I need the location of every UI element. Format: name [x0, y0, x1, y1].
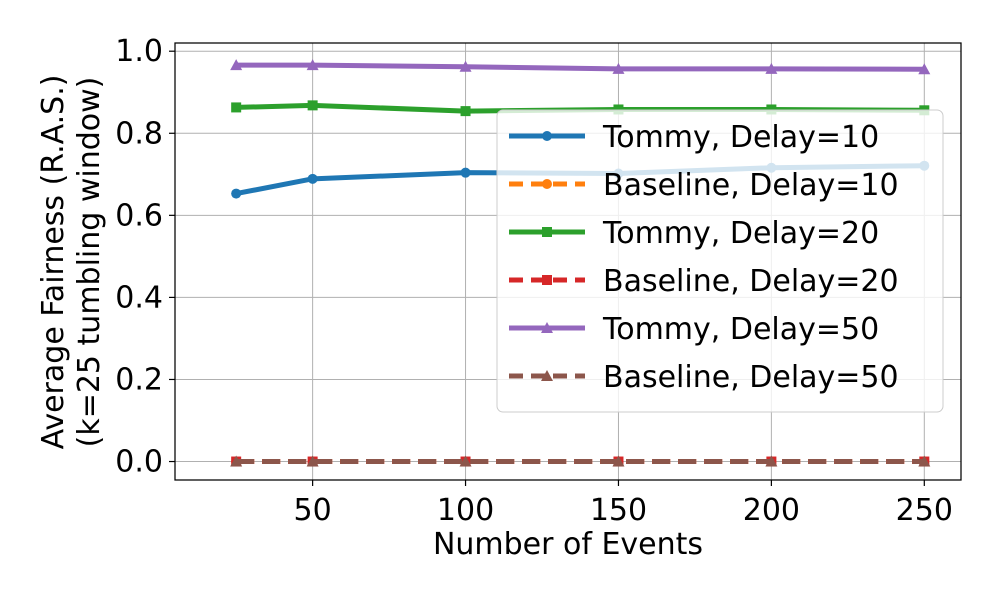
- data-point: [230, 455, 243, 467]
- data-point: [307, 100, 318, 111]
- legend-marker: [542, 227, 552, 237]
- data-point: [231, 102, 242, 113]
- legend-marker: [542, 179, 552, 189]
- series-5: [230, 59, 931, 75]
- y-axis-label-line-1: Average Fairness (R.A.S.): [36, 75, 71, 450]
- x-tick-label: 200: [743, 493, 800, 528]
- data-point: [766, 104, 777, 115]
- legend-label: Baseline, Delay=10: [603, 168, 899, 203]
- data-point: [306, 455, 319, 467]
- legend-label: Tommy, Delay=20: [602, 216, 879, 251]
- data-point: [459, 455, 472, 467]
- series-6: [230, 455, 931, 467]
- data-point: [765, 455, 778, 467]
- legend-entry-1: Tommy, Delay=10: [509, 120, 879, 155]
- legend-label: Baseline, Delay=20: [603, 264, 899, 299]
- x-tick-label: 50: [294, 493, 332, 528]
- legend-marker: [541, 370, 553, 381]
- x-tick-label: 100: [437, 493, 494, 528]
- ticks: 50 100 150 200 250 0.0 0.2 0.4 0.6 0.8 1.0: [115, 34, 953, 528]
- legend-entry-3: Tommy, Delay=20: [509, 216, 879, 251]
- x-tick-label: 250: [896, 493, 953, 528]
- y-axis-label-line-2: (k=25 tumbling window): [72, 77, 107, 448]
- legend-entry-6: Baseline, Delay=50: [509, 360, 899, 395]
- legend-entry-4: Baseline, Delay=20: [509, 264, 899, 299]
- data-point: [613, 104, 624, 115]
- data-point: [918, 455, 931, 467]
- legend-marker: [542, 275, 552, 285]
- y-tick-label: 0.8: [115, 116, 163, 151]
- legend-label: Tommy, Delay=10: [602, 120, 879, 155]
- legend-entry-5: Tommy, Delay=50: [509, 312, 879, 347]
- data-point: [459, 60, 472, 72]
- data-point: [460, 167, 471, 178]
- data-point: [918, 63, 931, 75]
- legend-label: Tommy, Delay=50: [602, 312, 879, 347]
- data-point: [306, 59, 319, 71]
- x-tick-label: 150: [590, 493, 647, 528]
- plot-frame: [174, 42, 962, 481]
- series-line: [236, 62, 925, 72]
- data-point: [307, 173, 318, 184]
- legend-box: [496, 109, 944, 413]
- y-tick-label: 0.4: [115, 280, 163, 315]
- data-point: [231, 188, 242, 199]
- data-point: [765, 62, 778, 74]
- legend-marker: [542, 131, 552, 141]
- data-point: [612, 62, 625, 74]
- x-axis-label: Number of Events: [433, 527, 703, 562]
- legend-marker: [541, 322, 553, 333]
- legend: Tommy, Delay=10 Baseline, Delay=10 Tommy, …: [496, 109, 944, 413]
- legend-entry-2: Baseline, Delay=10: [509, 168, 899, 203]
- data-point: [230, 59, 243, 71]
- y-tick-label: 0.0: [115, 445, 163, 480]
- y-tick-label: 0.6: [115, 198, 163, 233]
- y-tick-label: 0.2: [115, 362, 163, 397]
- data-point: [612, 455, 625, 467]
- y-tick-label: 1.0: [115, 34, 163, 69]
- legend-label: Baseline, Delay=50: [603, 360, 899, 395]
- data-point: [460, 106, 471, 117]
